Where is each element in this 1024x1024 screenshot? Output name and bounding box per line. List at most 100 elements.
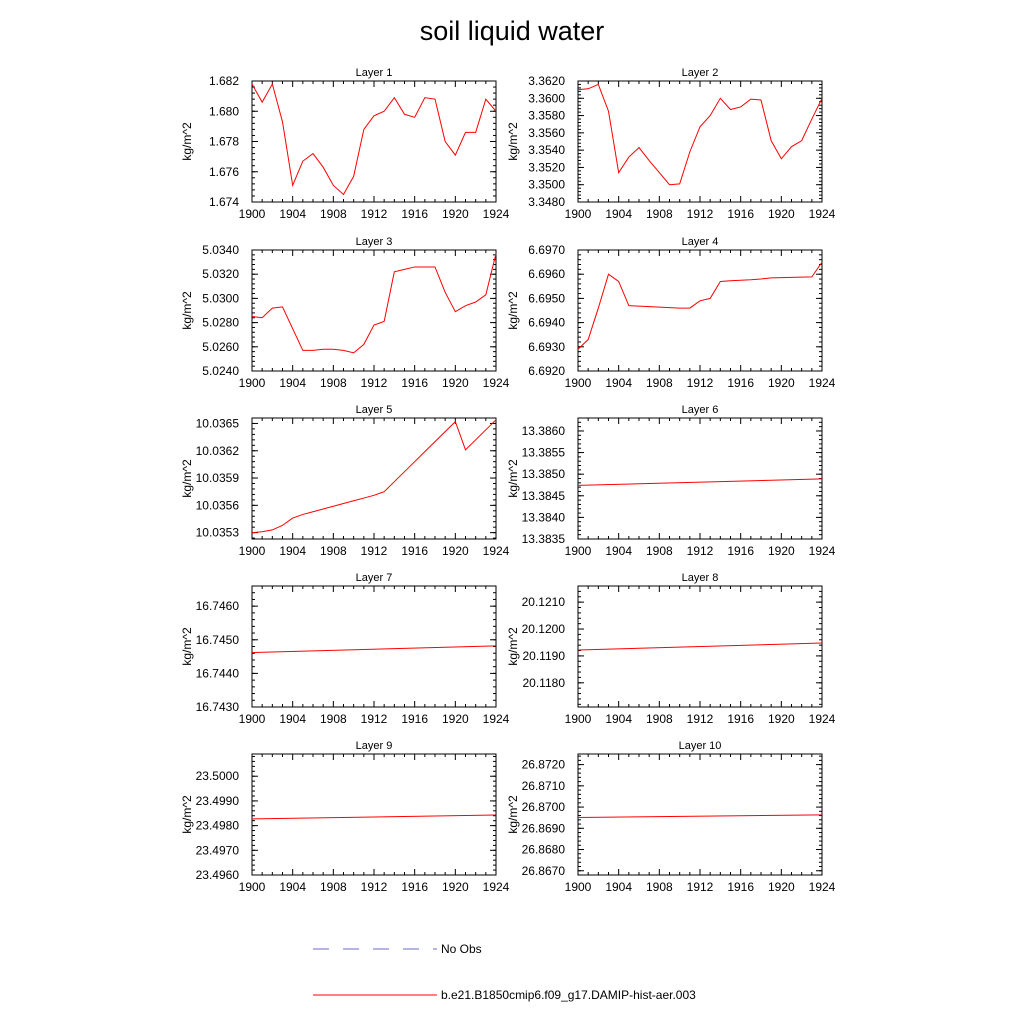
x-tick-label: 1920	[442, 376, 469, 390]
y-axis-label: kg/m^2	[506, 122, 520, 161]
x-tick-label: 1924	[483, 207, 510, 221]
panel-layer-7: Layer 7 kg/m^2 1900 1904 1908 1912 1916 1920 192…	[180, 572, 510, 726]
y-tick-label: 13.3860	[522, 424, 566, 438]
x-tick-label: 1924	[809, 207, 836, 221]
x-tick-label: 1920	[768, 712, 795, 726]
x-tick-label: 1916	[401, 207, 428, 221]
x-tick-label: 1904	[605, 207, 632, 221]
x-tick-label: 1912	[361, 207, 388, 221]
series-line	[251, 814, 497, 820]
panel-title: Layer 6	[682, 404, 719, 416]
y-tick-label: 3.3600	[528, 91, 565, 105]
y-axis-label: kg/m^2	[506, 459, 520, 498]
x-tick-label: 1908	[646, 544, 673, 558]
y-tick-label: 13.3855	[522, 446, 566, 460]
x-tick-label: 1904	[605, 880, 632, 894]
plot-frame	[577, 249, 823, 372]
x-tick-label: 1908	[646, 376, 673, 390]
y-tick-label: 10.0362	[196, 444, 240, 458]
y-tick-label: 10.0359	[196, 471, 240, 485]
panel-layer-5: Layer 5 kg/m^2 1900 1904 1908 1912 1916 1920 192…	[180, 404, 510, 558]
x-tick-label: 1916	[727, 376, 754, 390]
x-tick-label: 1924	[483, 376, 510, 390]
y-tick-label: 3.3580	[528, 109, 565, 123]
y-tick-label: 16.7440	[196, 666, 240, 680]
y-tick-label: 3.3560	[528, 126, 565, 140]
panel-layer-1: Layer 1 kg/m^2 1900 1904 1908 1912 1916 1920 192…	[180, 67, 510, 221]
y-axis-label: kg/m^2	[180, 627, 194, 666]
y-tick-label: 6.6930	[528, 340, 565, 354]
y-tick-label: 5.0340	[202, 243, 239, 257]
y-tick-label: 20.1210	[522, 595, 566, 609]
plot-frame	[251, 249, 497, 372]
panel-layer-4: Layer 4 kg/m^2 1900 1904 1908 1912 1916 1920 192…	[506, 236, 836, 390]
x-tick-label: 1920	[442, 880, 469, 894]
y-tick-label: 1.678	[209, 135, 239, 149]
y-tick-label: 3.3620	[528, 74, 565, 88]
x-tick-label: 1916	[401, 376, 428, 390]
x-tick-label: 1916	[401, 712, 428, 726]
x-tick-label: 1908	[320, 880, 347, 894]
x-tick-label: 1924	[483, 712, 510, 726]
x-tick-label: 1916	[401, 880, 428, 894]
plot-frame	[251, 753, 497, 876]
y-tick-label: 13.3845	[522, 489, 566, 503]
x-tick-label: 1912	[687, 712, 714, 726]
x-tick-label: 1912	[687, 544, 714, 558]
x-tick-label: 1904	[279, 544, 306, 558]
panel-title: Layer 10	[679, 740, 722, 752]
x-tick-label: 1900	[565, 376, 592, 390]
y-tick-label: 26.8710	[522, 779, 566, 793]
figure-title: soil liquid water	[420, 16, 605, 46]
y-tick-label: 26.8670	[522, 864, 566, 878]
y-tick-label: 1.674	[209, 195, 239, 209]
y-tick-label: 23.5000	[196, 769, 240, 783]
series-line	[577, 814, 823, 818]
x-tick-label: 1900	[565, 207, 592, 221]
x-tick-label: 1904	[279, 207, 306, 221]
x-tick-label: 1900	[239, 880, 266, 894]
y-tick-label: 5.0240	[202, 364, 239, 378]
x-tick-label: 1904	[279, 712, 306, 726]
series-line	[251, 419, 497, 534]
panel-title: Layer 2	[682, 67, 719, 79]
y-axis-label: kg/m^2	[506, 291, 520, 330]
x-tick-label: 1900	[565, 544, 592, 558]
y-tick-label: 5.0320	[202, 267, 239, 281]
y-tick-label: 3.3520	[528, 160, 565, 174]
x-tick-label: 1904	[605, 544, 632, 558]
x-tick-label: 1908	[646, 712, 673, 726]
y-tick-label: 6.6920	[528, 364, 565, 378]
y-tick-label: 16.7430	[196, 700, 240, 714]
x-tick-label: 1916	[727, 207, 754, 221]
y-tick-label: 3.3540	[528, 143, 565, 157]
panel-title: Layer 8	[682, 572, 719, 584]
y-axis-label: kg/m^2	[180, 291, 194, 330]
y-tick-label: 26.8700	[522, 800, 566, 814]
panel-title: Layer 7	[356, 572, 393, 584]
x-tick-label: 1900	[239, 544, 266, 558]
panel-layer-2: Layer 2 kg/m^2 1900 1904 1908 1912 1916 1920 192…	[506, 67, 836, 221]
legend-entry-no-obs: No Obs	[313, 942, 482, 956]
plot-frame	[251, 80, 497, 203]
panel-title: Layer 3	[356, 236, 393, 248]
y-tick-label: 10.0353	[196, 526, 240, 540]
y-axis-label: kg/m^2	[506, 627, 520, 666]
y-tick-label: 26.8720	[522, 758, 566, 772]
x-tick-label: 1912	[361, 880, 388, 894]
x-tick-label: 1920	[768, 376, 795, 390]
y-tick-label: 20.1180	[523, 676, 566, 690]
x-tick-label: 1904	[279, 376, 306, 390]
y-tick-label: 16.7460	[196, 599, 240, 613]
legend: No Obs b.e21.B1850cmip6.f09_g17.DAMIP-hi…	[313, 942, 696, 1002]
x-tick-label: 1904	[605, 712, 632, 726]
y-tick-label: 3.3500	[528, 178, 565, 192]
x-tick-label: 1908	[320, 544, 347, 558]
y-tick-label: 1.676	[209, 165, 239, 179]
y-tick-label: 10.0365	[196, 416, 240, 430]
x-tick-label: 1900	[565, 880, 592, 894]
x-tick-label: 1924	[809, 376, 836, 390]
x-tick-label: 1924	[483, 880, 510, 894]
series-line	[251, 645, 497, 654]
